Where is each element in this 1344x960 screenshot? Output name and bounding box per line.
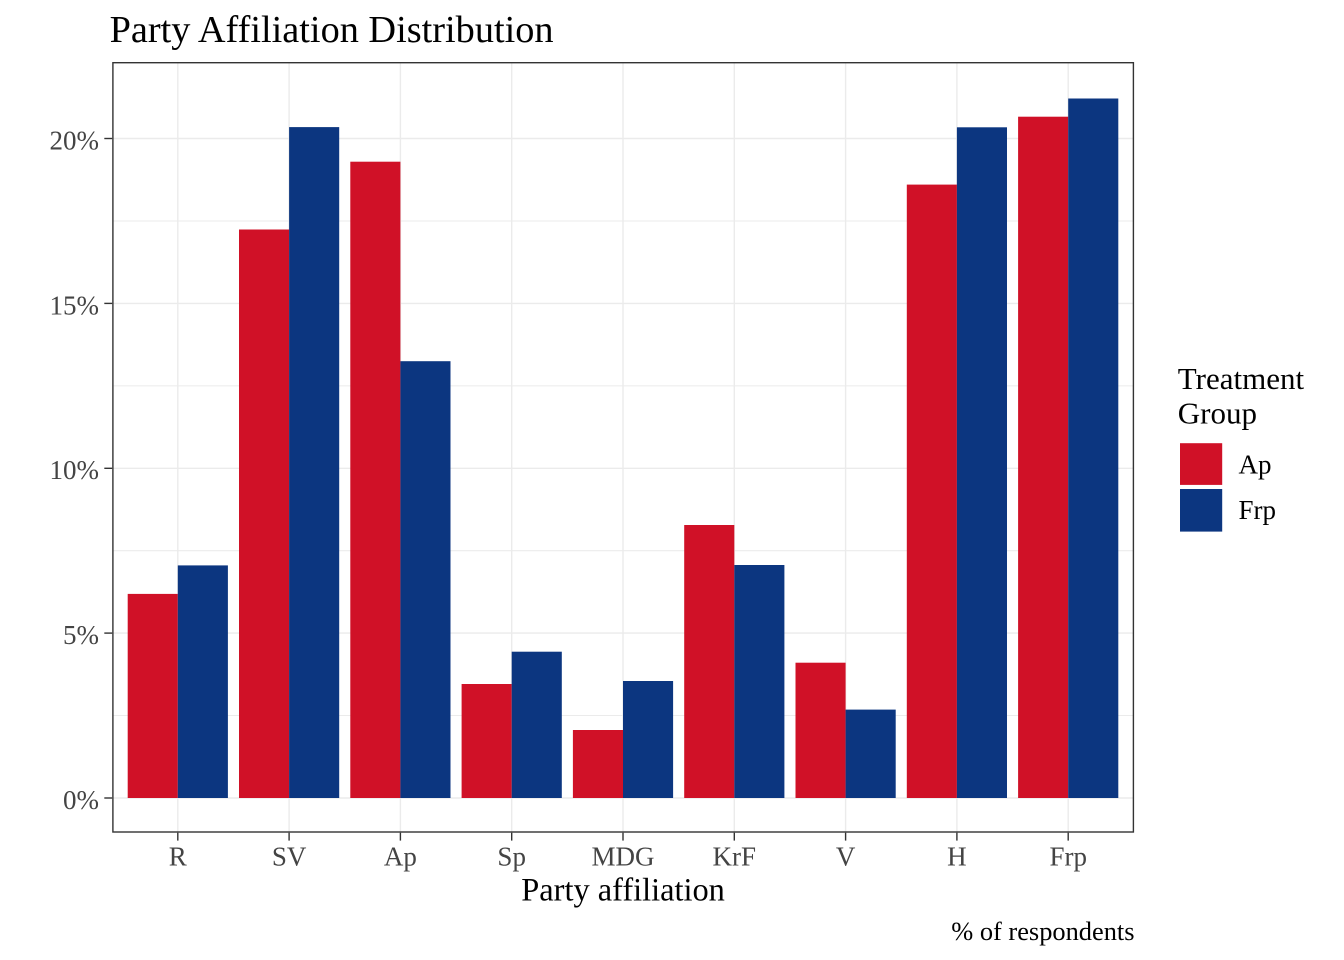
svg-text:10%: 10% (50, 455, 100, 485)
svg-text:SV: SV (272, 841, 307, 871)
svg-text:V: V (836, 841, 856, 871)
svg-text:KrF: KrF (713, 841, 757, 871)
svg-text:15%: 15% (50, 290, 100, 320)
svg-text:Treatment: Treatment (1178, 361, 1305, 396)
svg-text:R: R (169, 841, 187, 871)
svg-text:Party affiliation: Party affiliation (521, 872, 725, 908)
svg-text:MDG: MDG (591, 841, 654, 871)
svg-text:0%: 0% (63, 785, 99, 815)
svg-text:Frp: Frp (1049, 841, 1087, 871)
svg-text:H: H (947, 841, 967, 871)
svg-text:Group: Group (1178, 395, 1257, 430)
svg-text:Ap: Ap (1239, 450, 1272, 480)
svg-text:Party Affiliation Distribution: Party Affiliation Distribution (110, 9, 554, 51)
svg-text:Frp: Frp (1239, 495, 1277, 525)
svg-text:5%: 5% (63, 620, 99, 650)
svg-text:Ap: Ap (384, 841, 417, 871)
svg-text:Sp: Sp (497, 841, 526, 871)
svg-text:20%: 20% (50, 125, 100, 155)
svg-text:% of respondents: % of respondents (951, 916, 1134, 946)
